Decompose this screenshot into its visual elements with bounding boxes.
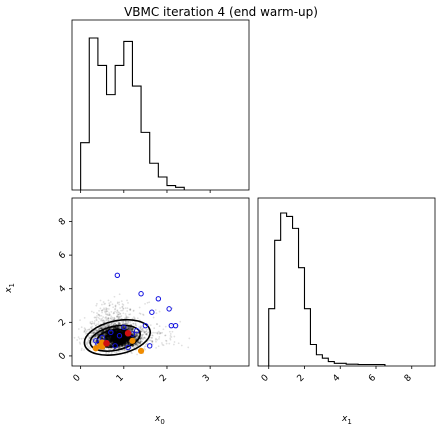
training-point-blue bbox=[172, 322, 179, 329]
scatter-plot-area bbox=[73, 272, 191, 356]
x1-axis-label-right: x1 bbox=[342, 414, 352, 426]
contour-line bbox=[89, 324, 141, 352]
x0-tick-label: 1 bbox=[115, 373, 126, 384]
training-point-blue bbox=[142, 322, 149, 329]
training-point-blue bbox=[149, 309, 155, 315]
training-point-blue bbox=[147, 343, 153, 349]
x1-histogram-step bbox=[268, 212, 386, 366]
training-point-blue bbox=[93, 338, 99, 344]
histogram-x1-panel: 0 2 4 6 8 bbox=[257, 197, 436, 384]
x1-tick-label: 6 bbox=[57, 250, 68, 261]
training-point-blue bbox=[116, 333, 123, 339]
x1-axis-label-left: x1 bbox=[4, 283, 16, 293]
new-point-orange bbox=[96, 342, 104, 349]
scatter-frame bbox=[71, 197, 250, 367]
x1-tick-label: 0 bbox=[57, 351, 68, 362]
scatter-x0-x1-panel: 0 1 2 3 0 2 4 6 8 bbox=[57, 197, 250, 384]
x1-tick-label: 2 bbox=[57, 317, 68, 328]
x1-histogram-tick-label: 0 bbox=[260, 373, 271, 384]
training-point-blue bbox=[155, 296, 162, 302]
histogram-x0-panel bbox=[71, 19, 250, 193]
x1-tick-label: 4 bbox=[57, 284, 68, 295]
highlight-point-red bbox=[124, 329, 132, 337]
x1-histogram-tick-label: 6 bbox=[367, 373, 378, 384]
x0-histogram-step bbox=[80, 37, 185, 190]
figure-title: VBMC iteration 4 (end warm-up) bbox=[124, 5, 318, 19]
x1-histogram-tick-label: 4 bbox=[331, 373, 342, 384]
training-point-blue bbox=[138, 291, 144, 297]
training-point-blue bbox=[166, 306, 172, 312]
x1-histogram-frame bbox=[257, 197, 436, 367]
highlight-point-red bbox=[103, 340, 110, 347]
contour-line bbox=[83, 318, 152, 356]
x0-tick-label: 3 bbox=[201, 373, 212, 384]
training-point-blue bbox=[121, 324, 127, 331]
x0-tick-label: 0 bbox=[72, 373, 83, 384]
x0-axis-label: x0 bbox=[155, 414, 165, 426]
x1-histogram-tick-label: 8 bbox=[403, 373, 414, 384]
new-point-orange bbox=[129, 337, 136, 344]
training-point-blue bbox=[134, 328, 140, 334]
x1-histogram-tick-label: 2 bbox=[296, 373, 307, 384]
training-point-blue bbox=[114, 272, 121, 278]
training-point-blue bbox=[125, 344, 131, 351]
x1-tick-label: 8 bbox=[57, 216, 68, 227]
x0-histogram-frame bbox=[71, 19, 250, 191]
training-point-blue bbox=[108, 329, 114, 336]
new-point-orange bbox=[137, 347, 145, 354]
x0-tick-label: 2 bbox=[158, 373, 169, 384]
training-point-blue bbox=[112, 343, 118, 349]
